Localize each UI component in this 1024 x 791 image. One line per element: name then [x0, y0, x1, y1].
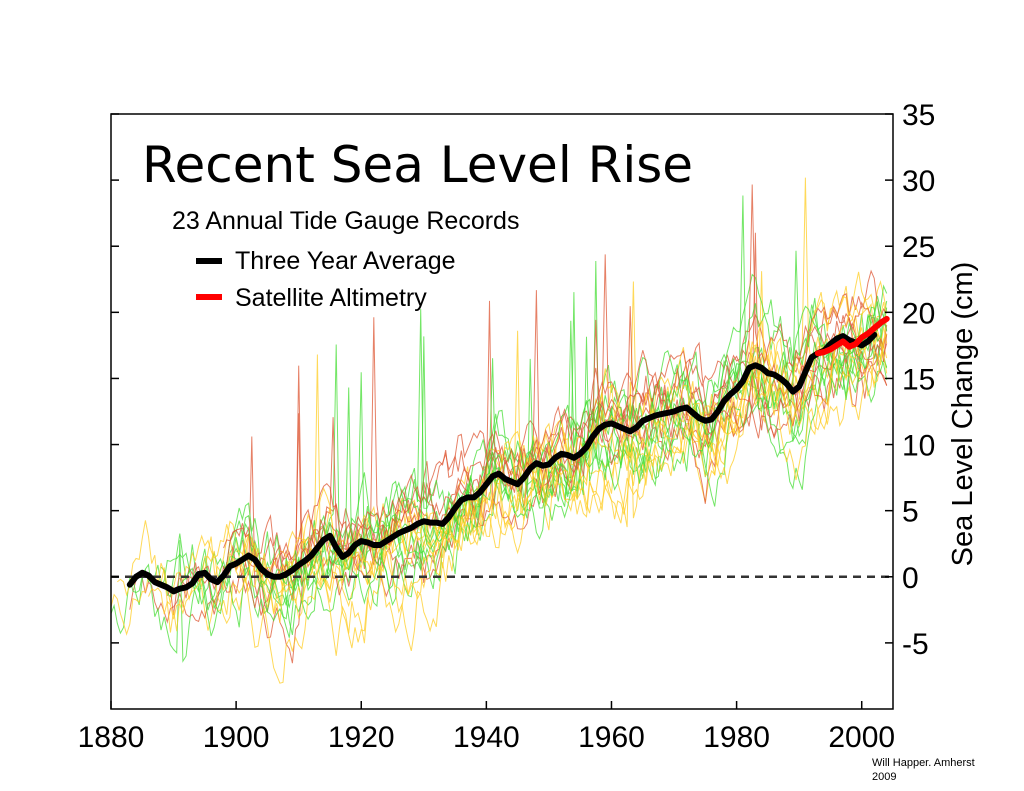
x-tick-label: 1900 [203, 721, 270, 754]
x-tick-label: 1960 [578, 721, 645, 754]
x-axis: 1880 1900 1920 1940 1960 1980 2000 [78, 701, 895, 754]
x-tick-label: 1940 [453, 721, 520, 754]
y-tick-label: 20 [902, 297, 935, 330]
x-tick-label: 1980 [703, 721, 770, 754]
credit-line-1: Will Happer. Amherst [872, 757, 975, 769]
tide-gauge-records [110, 177, 888, 684]
tide-gauge-line [241, 269, 888, 596]
y-axis: 35 30 25 20 15 10 5 0 -5 [111, 99, 935, 661]
legend: Three Year Average Satellite Altimetry [196, 247, 456, 312]
x-tick-label: 2000 [828, 721, 895, 754]
satellite-altimetry-line [814, 315, 890, 357]
y-tick-label: 0 [902, 562, 919, 595]
y-tick-label: 10 [902, 430, 935, 463]
tide-gauge-line [179, 301, 888, 599]
tide-gauge-line [160, 250, 888, 622]
y-tick-label: 35 [902, 99, 935, 132]
y-tick-label: 30 [902, 165, 935, 198]
plot-frame [110, 113, 894, 710]
y-tick-label: -5 [902, 628, 929, 661]
tide-gauge-line [285, 273, 888, 592]
tide-gauge-line [116, 317, 888, 684]
legend-label-average: Three Year Average [235, 247, 456, 275]
chart-subtitle: 23 Annual Tide Gauge Records [172, 207, 519, 235]
average-layer [126, 315, 890, 595]
x-tick-label: 1920 [328, 721, 395, 754]
tide-gauge-line [148, 311, 888, 620]
y-tick-label: 15 [902, 363, 935, 396]
credit-line-2: 2009 [872, 771, 897, 783]
credit-note: Will Happer. Amherst 2009 [872, 756, 1002, 784]
y-tick-label: 25 [902, 231, 935, 264]
legend-label-satellite: Satellite Altimetry [235, 284, 427, 312]
x-tick-label: 1880 [78, 721, 145, 754]
three-year-average-line [126, 331, 878, 595]
y-tick-label: 5 [902, 496, 919, 529]
tide-gauge-line [235, 297, 888, 623]
y-axis-label: Sea Level Change (cm) [947, 262, 979, 567]
chart-title: Recent Sea Level Rise [142, 136, 693, 194]
